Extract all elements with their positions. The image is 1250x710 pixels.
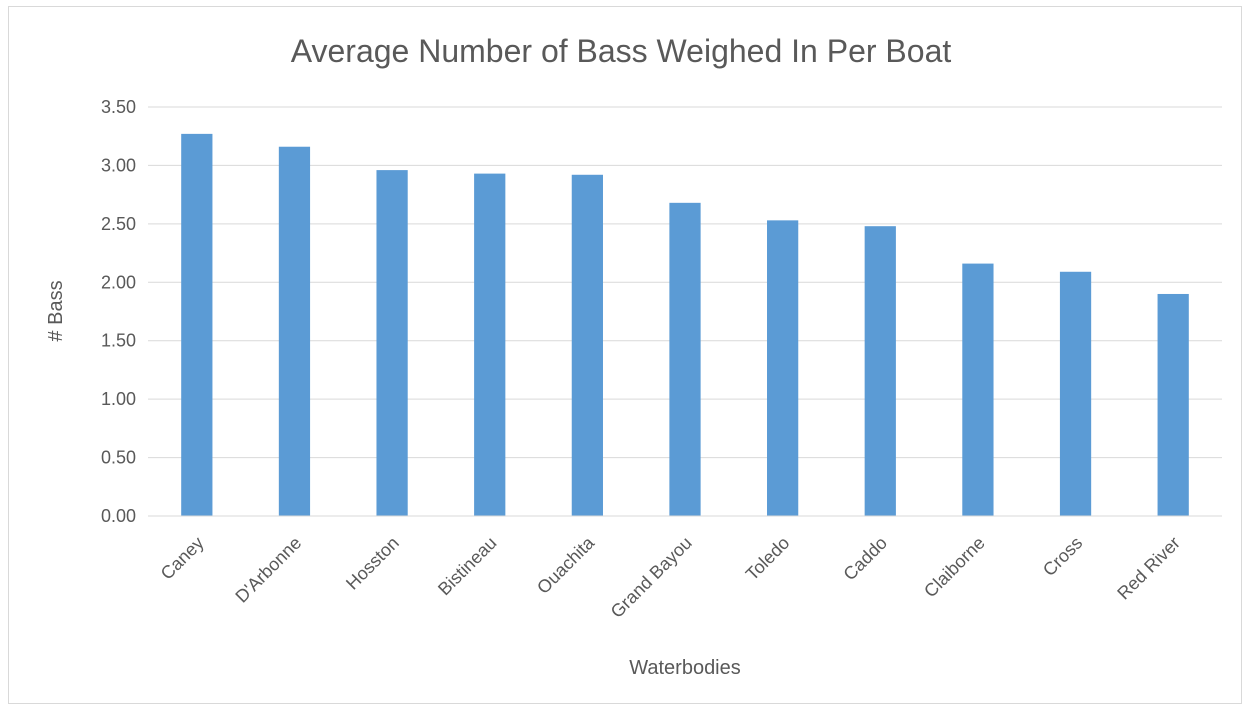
bar-caddo (864, 226, 896, 517)
x-tick-label: Red River (1113, 533, 1184, 604)
x-tick-label: Toledo (742, 533, 794, 585)
x-tick-label: Caddo (839, 533, 891, 585)
x-axis-label: Waterbodies (629, 657, 741, 679)
x-tick-label: Cross (1039, 533, 1086, 580)
x-axis-ticks: Caney D'Arbonne Hosston Bistineau Ouachita Gr… (157, 532, 1184, 622)
x-tick-label: Hosston (342, 533, 403, 594)
x-tick-label: D'Arbonne (231, 533, 305, 607)
y-axis-label: # Bass (45, 280, 67, 341)
y-axis-ticks: 0.00 0.50 1.00 1.50 2.00 2.50 3.00 3.50 (101, 97, 136, 526)
bar-cross (1059, 271, 1092, 516)
y-tick-label: 3.50 (101, 97, 136, 117)
x-tick-label: Caney (157, 533, 208, 584)
chart-title: Average Number of Bass Weighed In Per Bo… (291, 33, 952, 69)
x-tick-label: Bistineau (434, 533, 501, 600)
y-tick-label: 1.00 (101, 389, 136, 409)
y-tick-label: 2.00 (101, 272, 136, 292)
bar-claiborne (962, 263, 994, 516)
y-tick-label: 2.50 (101, 214, 136, 234)
bar-caney (181, 133, 213, 516)
bar-bistineau (474, 173, 506, 516)
y-tick-label: 3.00 (101, 155, 136, 175)
bar-hosston (376, 170, 408, 517)
bar-d-arbonne (278, 146, 311, 516)
bar-toledo (767, 220, 799, 516)
bar-grand-bayou (669, 202, 701, 516)
bar-ouachita (571, 174, 603, 516)
bar-red-river (1157, 293, 1189, 516)
chart-frame (8, 6, 1242, 704)
y-tick-label: 1.50 (101, 331, 136, 351)
bars (181, 133, 1189, 517)
x-tick-label: Ouachita (533, 532, 599, 598)
x-tick-label: Grand Bayou (607, 533, 696, 622)
y-tick-label: 0.00 (101, 506, 136, 526)
x-tick-label: Claiborne (920, 533, 989, 602)
y-tick-label: 0.50 (101, 448, 136, 468)
